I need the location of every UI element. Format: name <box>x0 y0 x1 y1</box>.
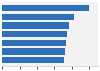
Bar <box>2 39 66 46</box>
Bar <box>2 14 73 20</box>
Bar <box>2 57 64 63</box>
Bar <box>2 5 89 11</box>
Bar <box>2 31 67 37</box>
Bar <box>2 22 69 29</box>
Bar <box>2 48 65 55</box>
